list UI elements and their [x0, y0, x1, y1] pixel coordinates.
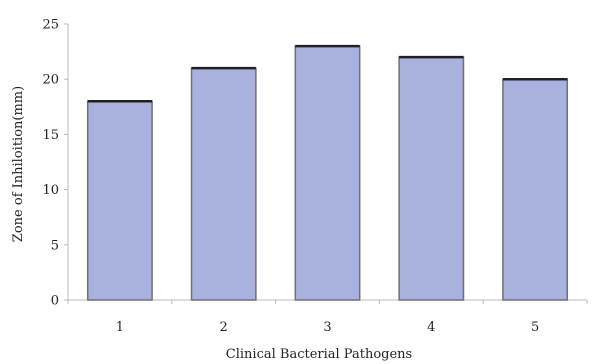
bar-1: [86, 100, 153, 301]
y-axis-title: Zone of Inhiloition(mm): [11, 86, 26, 242]
y-tick-label: 20: [42, 73, 59, 88]
axis-layer: [64, 23, 588, 304]
y-tick-label: 5: [51, 238, 59, 253]
y-tick-label: 10: [42, 183, 59, 198]
x-tick-label: 5: [531, 320, 539, 335]
bar-2: [190, 67, 257, 301]
tick-label-layer: 0 5 10 15 20 25 1 2 3 4 5: [42, 18, 539, 336]
x-tick-label: 2: [220, 320, 228, 335]
y-tick-label: 0: [51, 294, 59, 309]
y-tick-label: 15: [42, 128, 59, 143]
bar-3: [294, 45, 361, 301]
x-axis-title: Clinical Bacterial Pathogens: [226, 347, 412, 362]
bar-4: [398, 56, 465, 301]
y-tick-label: 25: [42, 18, 59, 33]
bar-layer: [86, 44, 569, 301]
bar-5: [502, 78, 569, 301]
x-tick-label: 3: [323, 320, 331, 335]
x-tick-label: 4: [427, 320, 435, 335]
x-tick-label: 1: [116, 320, 124, 335]
